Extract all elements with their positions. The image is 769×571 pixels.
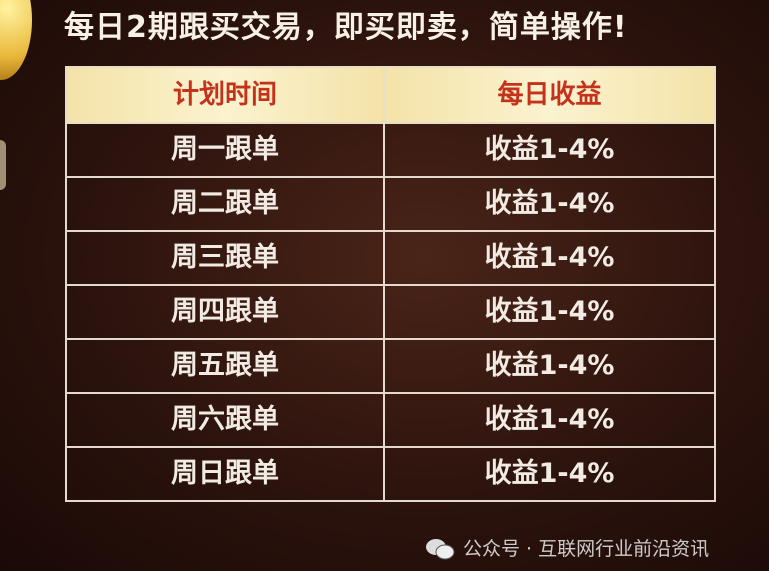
- daily-return-cell: 收益1-4%: [383, 122, 716, 178]
- table-row: 周六跟单 收益1-4%: [65, 392, 716, 448]
- plan-time-cell: 周四跟单: [65, 284, 385, 340]
- table-row: 周四跟单 收益1-4%: [65, 284, 716, 340]
- table-body: 周一跟单 收益1-4% 周二跟单 收益1-4% 周三跟单 收益1-4% 周四跟单 收益1-4%…: [65, 122, 716, 502]
- headline: 每日2期跟买交易，即买即卖，简单操作!: [64, 10, 628, 45]
- daily-return-cell: 收益1-4%: [383, 446, 716, 502]
- header-plan-time: 计划时间: [65, 66, 385, 124]
- plan-table: 计划时间 每日收益 周一跟单 收益1-4% 周二跟单 收益1-4% 周三跟单 收益1-4%…: [65, 66, 716, 502]
- plan-time-cell: 周六跟单: [65, 392, 385, 448]
- plan-time-cell: 周五跟单: [65, 338, 385, 394]
- coin-decoration: [0, 140, 6, 190]
- table-row: 周五跟单 收益1-4%: [65, 338, 716, 394]
- plan-time-cell: 周二跟单: [65, 176, 385, 232]
- watermark-text: 公众号 · 互联网行业前沿资讯: [463, 538, 710, 560]
- table-header-row: 计划时间 每日收益: [65, 66, 716, 124]
- watermark: 公众号 · 互联网行业前沿资讯: [425, 536, 709, 562]
- daily-return-cell: 收益1-4%: [383, 392, 716, 448]
- daily-return-cell: 收益1-4%: [383, 284, 716, 340]
- table-row: 周二跟单 收益1-4%: [65, 176, 716, 232]
- plan-time-cell: 周一跟单: [65, 122, 385, 178]
- daily-return-cell: 收益1-4%: [383, 338, 716, 394]
- header-daily-return: 每日收益: [383, 66, 716, 124]
- daily-return-cell: 收益1-4%: [383, 230, 716, 286]
- plan-time-cell: 周三跟单: [65, 230, 385, 286]
- wechat-icon: [426, 539, 455, 560]
- table-row: 周三跟单 收益1-4%: [65, 230, 716, 286]
- table-row: 周日跟单 收益1-4%: [65, 446, 716, 502]
- gold-coin-decoration: [0, 0, 32, 80]
- daily-return-cell: 收益1-4%: [383, 176, 716, 232]
- plan-time-cell: 周日跟单: [65, 446, 385, 502]
- table-row: 周一跟单 收益1-4%: [65, 122, 716, 178]
